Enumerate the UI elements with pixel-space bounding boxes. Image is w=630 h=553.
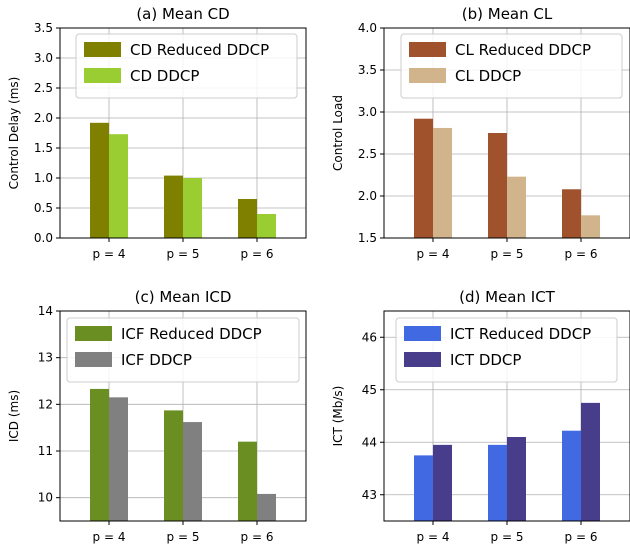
bar — [257, 214, 276, 238]
bar — [507, 176, 526, 238]
legend: ICF Reduced DDCP ICF DDCP — [66, 317, 300, 383]
bar — [562, 189, 581, 238]
chart-title: (a) Mean CD — [136, 5, 229, 23]
bar — [257, 493, 276, 521]
y-tick-label: 46 — [362, 330, 377, 344]
x-tick-label: p = 5 — [491, 247, 524, 261]
y-tick-label: 3.5 — [34, 21, 53, 35]
y-tick-label: 43 — [362, 488, 377, 502]
legend-label: ICT DDCP — [450, 351, 521, 369]
legend-swatch — [75, 352, 112, 367]
y-tick-label: 44 — [362, 435, 377, 449]
bar — [164, 410, 183, 521]
x-tick-label: p = 5 — [167, 530, 200, 544]
x-tick-label: p = 6 — [565, 247, 598, 261]
y-tick-label: 0.0 — [34, 231, 53, 245]
bar — [581, 215, 600, 238]
y-tick-label: 10 — [38, 491, 53, 505]
x-tick-label: p = 4 — [93, 530, 126, 544]
y-tick-label: 2.0 — [34, 111, 53, 125]
legend: ICT Reduced DDCP ICT DDCP — [395, 317, 618, 383]
chart-panel-1: 0.0 0.5 1.0 1.5 2.0 2.5 3.0 3.5 p = 4 p = 5 p = 6 (… — [7, 5, 307, 261]
x-tick-label: p = 5 — [491, 530, 524, 544]
chart-panel-2: 1.5 2.0 2.5 3.0 3.5 4.0 p = 4 p = 5 p = 6 (b) Mea… — [331, 5, 630, 261]
chart-panel-3: 10 11 12 13 14 p = 4 p = 5 p = 6 (c) Mean ICD ICD… — [7, 288, 307, 544]
y-tick-label: 3.5 — [358, 63, 377, 77]
legend-swatch — [84, 42, 121, 57]
y-tick-label: 3.0 — [34, 51, 53, 65]
y-axis-label: Control Load — [331, 95, 345, 171]
chart-title: (b) Mean CL — [462, 5, 553, 23]
y-tick-label: 2.0 — [358, 189, 377, 203]
legend-swatch — [409, 68, 446, 83]
chart-title: (d) Mean ICT — [459, 288, 556, 306]
chart-panel-4: 43 44 45 46 p = 4 p = 5 p = 6 (d) Mean ICT ICT (… — [331, 288, 630, 544]
y-tick-label: 2.5 — [358, 147, 377, 161]
y-axis-label: Control Delay (ms) — [7, 77, 21, 190]
y-tick-label: 4.0 — [358, 21, 377, 35]
legend: CD Reduced DDCP CD DDCP — [75, 33, 298, 99]
legend-swatch — [404, 326, 441, 341]
bar — [183, 422, 202, 521]
x-tick-label: p = 6 — [241, 530, 274, 544]
bar — [183, 178, 202, 238]
legend-label: CD DDCP — [130, 67, 199, 85]
bar — [90, 122, 109, 238]
bar — [238, 441, 257, 521]
legend-label: ICF DDCP — [121, 351, 192, 369]
chart-title: (c) Mean ICD — [135, 288, 232, 306]
legend: CL Reduced DDCP CL DDCP — [400, 33, 623, 99]
x-tick-label: p = 4 — [417, 247, 450, 261]
legend-box — [66, 317, 300, 383]
bar — [581, 402, 600, 521]
y-tick-label: 11 — [38, 444, 53, 458]
x-tick-label: p = 4 — [93, 247, 126, 261]
bar — [414, 455, 433, 521]
legend-label: CL Reduced DDCP — [455, 41, 591, 59]
bar — [562, 430, 581, 521]
legend-box — [75, 33, 298, 99]
x-tick-label: p = 6 — [241, 247, 274, 261]
y-tick-label: 2.5 — [34, 81, 53, 95]
legend-swatch — [75, 326, 112, 341]
legend-label: ICT Reduced DDCP — [450, 325, 591, 343]
bar — [90, 388, 109, 521]
y-tick-label: 14 — [38, 304, 53, 318]
legend-box — [395, 317, 618, 383]
x-tick-label: p = 6 — [565, 530, 598, 544]
y-axis-label: ICD (ms) — [7, 390, 21, 442]
bar — [164, 175, 183, 238]
y-tick-label: 13 — [38, 351, 53, 365]
bar — [109, 134, 128, 238]
y-tick-label: 0.5 — [34, 201, 53, 215]
legend-label: ICF Reduced DDCP — [121, 325, 262, 343]
bar — [488, 133, 507, 238]
bar — [433, 127, 452, 238]
y-tick-label: 45 — [362, 383, 377, 397]
bar — [507, 437, 526, 521]
y-tick-label: 1.5 — [358, 231, 377, 245]
bar — [109, 397, 128, 521]
bar — [488, 444, 507, 521]
bar — [238, 199, 257, 238]
legend-label: CL DDCP — [455, 67, 521, 85]
x-tick-label: p = 5 — [167, 247, 200, 261]
bar — [414, 118, 433, 238]
legend-swatch — [84, 68, 121, 83]
y-tick-label: 3.0 — [358, 105, 377, 119]
legend-label: CD Reduced DDCP — [130, 41, 269, 59]
legend-swatch — [409, 42, 446, 57]
y-axis-label: ICT (Mb/s) — [331, 386, 345, 447]
y-tick-label: 1.5 — [34, 141, 53, 155]
legend-swatch — [404, 352, 441, 367]
legend-box — [400, 33, 623, 99]
x-tick-label: p = 4 — [417, 530, 450, 544]
bar — [433, 444, 452, 521]
y-tick-label: 12 — [38, 397, 53, 411]
y-tick-label: 1.0 — [34, 171, 53, 185]
